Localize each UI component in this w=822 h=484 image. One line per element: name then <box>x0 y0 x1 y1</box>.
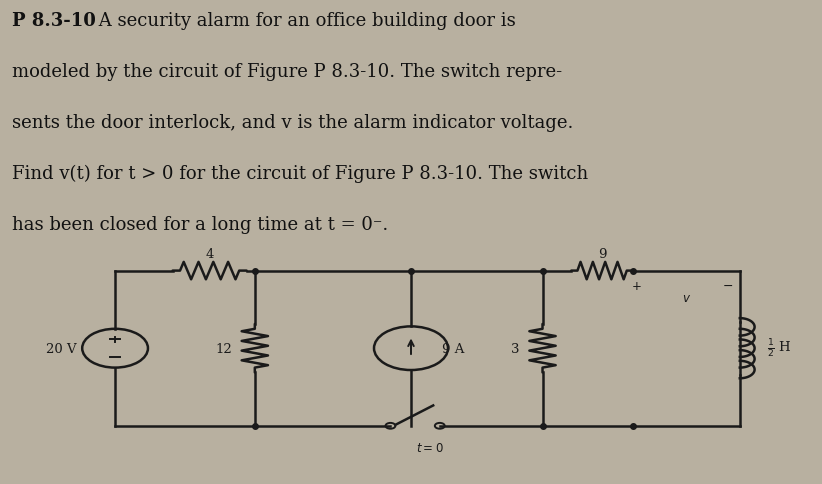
Text: 3: 3 <box>511 342 520 355</box>
Text: 20 V: 20 V <box>46 342 77 355</box>
Text: sents the door interlock, and v is the alarm indicator voltage.: sents the door interlock, and v is the a… <box>12 114 574 132</box>
Text: $v$: $v$ <box>681 291 691 304</box>
Text: A security alarm for an office building door is: A security alarm for an office building … <box>93 12 515 30</box>
Text: has been closed for a long time at t = 0⁻.: has been closed for a long time at t = 0… <box>12 215 389 233</box>
Text: −: − <box>723 279 732 292</box>
Text: Find v(t) for t > 0 for the circuit of Figure P 8.3-10. The switch: Find v(t) for t > 0 for the circuit of F… <box>12 165 589 183</box>
Text: 9 A: 9 A <box>442 342 464 355</box>
Text: $t = 0$: $t = 0$ <box>416 441 444 454</box>
Text: 4: 4 <box>206 248 214 260</box>
Text: modeled by the circuit of Figure P 8.3-10. The switch repre-: modeled by the circuit of Figure P 8.3-1… <box>12 63 562 81</box>
Text: $\frac{1}{2}$ H: $\frac{1}{2}$ H <box>767 337 792 360</box>
Text: P 8.3-10: P 8.3-10 <box>12 12 96 30</box>
Text: 9: 9 <box>598 248 607 260</box>
Text: 12: 12 <box>215 342 232 355</box>
Text: +: + <box>632 279 642 292</box>
